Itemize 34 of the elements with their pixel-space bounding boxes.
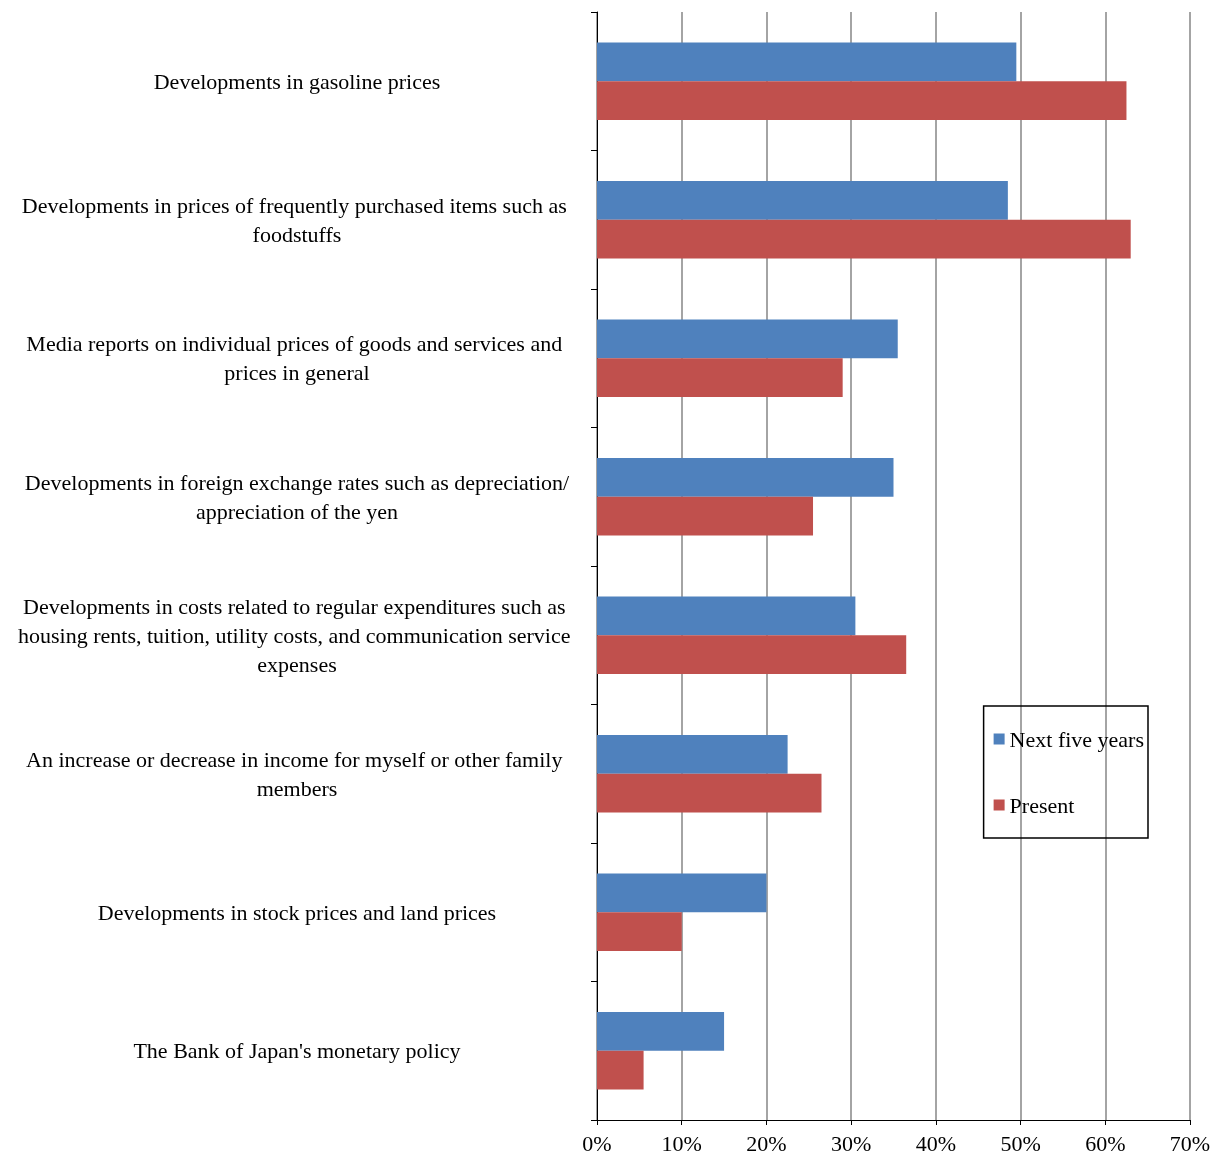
- bar: [597, 912, 682, 952]
- bar: [597, 358, 843, 398]
- bar: [597, 219, 1131, 259]
- bar: [597, 42, 1017, 82]
- y-tick-label: Developments in prices of frequently purchased items such as foodstuffs: [21, 192, 573, 247]
- bar: [597, 180, 1008, 220]
- x-tick-label: 40%: [915, 1130, 957, 1156]
- x-tick-label: 60%: [1085, 1130, 1126, 1156]
- legend-label: Present: [1009, 792, 1075, 818]
- legend-label: Next five years: [1009, 726, 1145, 752]
- y-tick-label: Developments in costs related to regular expenditures such as housing rents, tuition, utility costs, and communication service expenses: [18, 593, 576, 677]
- x-tick-label: 20%: [746, 1130, 787, 1156]
- bar: [597, 596, 856, 636]
- bar: [597, 457, 894, 497]
- x-tick-label: 30%: [830, 1130, 872, 1156]
- x-tick-label: 70%: [1169, 1130, 1211, 1156]
- y-tick-label: Developments in gasoline prices: [153, 68, 441, 94]
- bar: [597, 635, 907, 675]
- bar: [597, 873, 767, 913]
- x-tick-label: 50%: [1000, 1130, 1041, 1156]
- y-tick-label: Media reports on individual prices of goods and services and prices in general: [26, 331, 568, 386]
- bar: [597, 1011, 725, 1051]
- y-tick-label: Developments in stock prices and land prices: [97, 899, 497, 925]
- bar: [597, 734, 788, 774]
- x-tick-label: 0%: [582, 1130, 612, 1156]
- bar: [597, 319, 898, 359]
- y-tick-label: An increase or decrease in income for myself or other family members: [26, 746, 568, 801]
- y-tick-label: Developments in foreign exchange rates such as depreciation/appreciation of the yen: [24, 469, 571, 524]
- bar: [597, 1050, 644, 1090]
- bar: [597, 496, 814, 536]
- bar: [597, 81, 1127, 121]
- bar: [597, 773, 822, 813]
- x-tick-label: 10%: [661, 1130, 702, 1156]
- y-tick-label: The Bank of Japan's monetary policy: [133, 1038, 461, 1064]
